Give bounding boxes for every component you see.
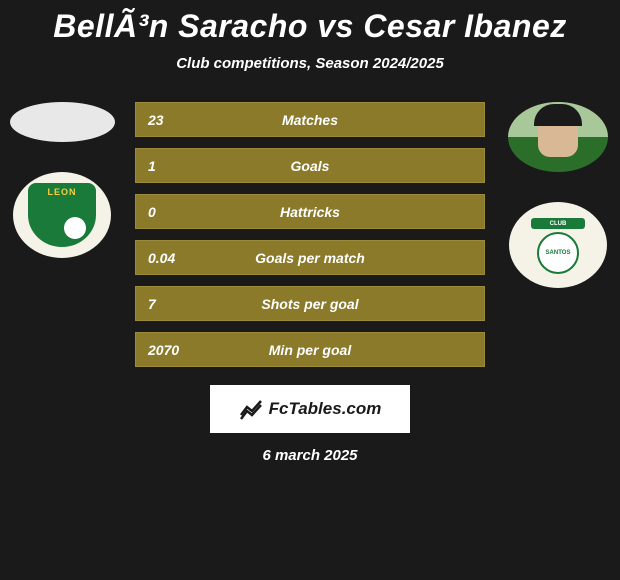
content-row: 23 Matches 1 Goals 0 Hattricks 0.04 Goal… <box>0 102 620 367</box>
stat-row: 7 Shots per goal <box>135 286 485 321</box>
page-title: BellÃ³n Saracho vs Cesar Ibanez <box>0 8 620 45</box>
player-photo-right <box>508 102 608 172</box>
stat-row: 23 Matches <box>135 102 485 137</box>
santos-banner: CLUB <box>531 218 585 229</box>
stat-value: 7 <box>148 296 156 312</box>
stat-row: 0.04 Goals per match <box>135 240 485 275</box>
chart-icon <box>239 397 263 421</box>
soccer-ball-icon: SANTOS <box>537 232 579 274</box>
stat-row: 1 Goals <box>135 148 485 183</box>
stat-label: Goals per match <box>136 250 484 266</box>
stat-value: 1 <box>148 158 156 174</box>
club-logo-leon <box>13 172 111 258</box>
date-text: 6 march 2025 <box>0 447 620 464</box>
stat-label: Min per goal <box>136 342 484 358</box>
stat-label: Shots per goal <box>136 296 484 312</box>
right-column: CLUB SANTOS <box>503 102 613 288</box>
stat-value: 2070 <box>148 342 179 358</box>
left-column <box>7 102 117 258</box>
santos-shield-icon: CLUB SANTOS <box>523 212 593 278</box>
stat-row: 0 Hattricks <box>135 194 485 229</box>
stat-value: 0.04 <box>148 250 175 266</box>
watermark-text: FcTables.com <box>269 399 382 419</box>
stat-label: Hattricks <box>136 204 484 220</box>
club-logo-santos: CLUB SANTOS <box>509 202 607 288</box>
soccer-ball-icon <box>64 217 86 239</box>
subtitle: Club competitions, Season 2024/2025 <box>0 55 620 72</box>
stat-label: Goals <box>136 158 484 174</box>
stat-value: 0 <box>148 204 156 220</box>
leon-shield-icon <box>28 183 96 247</box>
stat-row: 2070 Min per goal <box>135 332 485 367</box>
stat-value: 23 <box>148 112 164 128</box>
watermark: FcTables.com <box>210 385 410 433</box>
stat-label: Matches <box>136 112 484 128</box>
stats-list: 23 Matches 1 Goals 0 Hattricks 0.04 Goal… <box>135 102 485 367</box>
player-photo-left <box>10 102 115 142</box>
comparison-card: BellÃ³n Saracho vs Cesar Ibanez Club com… <box>0 0 620 464</box>
